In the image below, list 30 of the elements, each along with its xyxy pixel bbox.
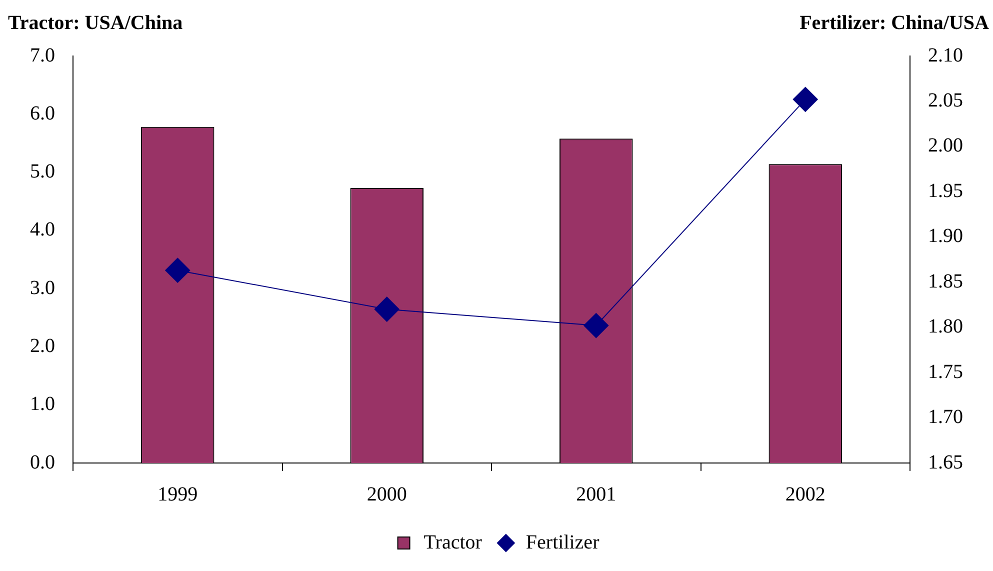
- y2-tick-label: 1.70: [928, 406, 963, 428]
- point: [374, 296, 400, 322]
- y-tick-label: 1.0: [30, 393, 55, 416]
- y2-tick-label: 2.05: [928, 89, 963, 112]
- y-tick-label: 2.0: [30, 334, 55, 357]
- y-tick-label: 4.0: [30, 218, 55, 241]
- y-axis-title: Tractor: USA/China: [8, 12, 183, 35]
- legend-label: Fertilizer: [526, 531, 600, 554]
- y2-tick-label: 1.80: [928, 316, 963, 338]
- y2-tick-label: 1.95: [928, 180, 963, 202]
- y2-tick-label: 2.00: [928, 134, 963, 157]
- y-tick-label: 7.0: [30, 44, 55, 66]
- x-tick-label: 2002: [785, 483, 826, 506]
- y-tick-label: 6.0: [30, 102, 55, 124]
- point: [792, 86, 818, 112]
- y-tick-label: 3.0: [30, 276, 55, 299]
- point: [584, 313, 609, 338]
- point: [165, 258, 190, 283]
- y2-tick-label: 1.85: [928, 270, 963, 292]
- y2-axis-title: Fertilizer: China/USA: [800, 12, 989, 35]
- x-tick-label: 2001: [576, 483, 616, 506]
- y2-tick-label: 2.10: [928, 44, 963, 66]
- x-tick-label: 1999: [158, 483, 198, 506]
- y-tick-label: 0.0: [30, 451, 55, 474]
- y2-tick-label: 1.75: [928, 360, 963, 383]
- y-tick-label: 5.0: [30, 160, 55, 183]
- y2-tick-label: 1.90: [928, 225, 963, 248]
- x-tick-label: 2000: [366, 483, 407, 506]
- legend-label: Tractor: [424, 531, 482, 554]
- y2-tick-label: 1.65: [928, 451, 963, 474]
